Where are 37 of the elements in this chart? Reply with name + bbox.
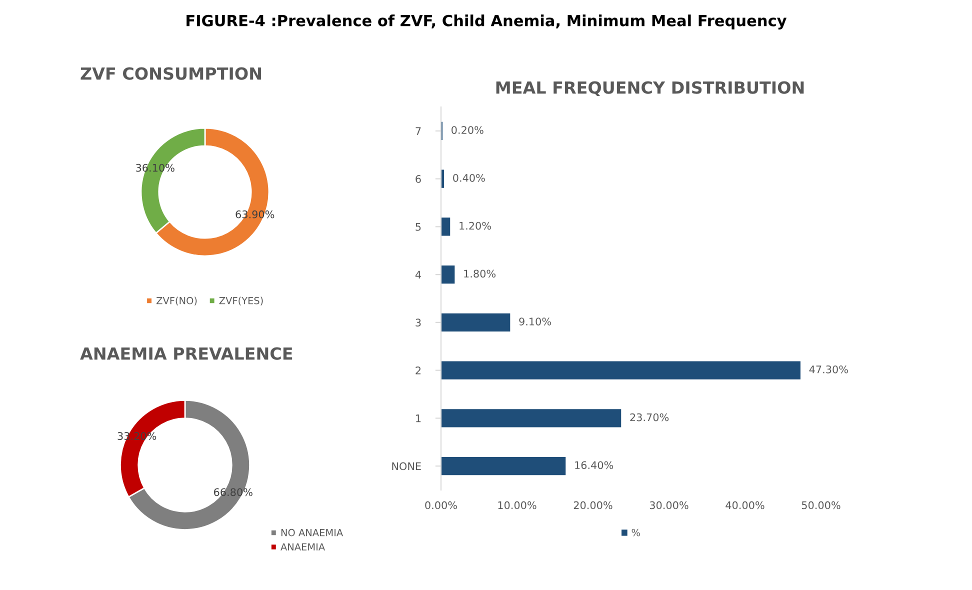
- bar: [441, 265, 455, 284]
- text: FIGURE-4 :Prevalence of ZVF, Child Anemia, Minimum Meal Frequency: [186, 14, 787, 30]
- data-label: 0.40%: [453, 174, 485, 182]
- x-tick-label: 20.00%: [574, 501, 612, 510]
- data-label: 47.30%: [809, 365, 848, 374]
- bar: [441, 218, 450, 236]
- data-label: 0.20%: [452, 126, 484, 134]
- legend-label: ZVF(YES): [219, 296, 263, 306]
- chart-title: ANAEMIA PREVALENCE: [80, 347, 292, 360]
- y-tick-label: 4: [415, 270, 421, 279]
- data-label: 1.80%: [464, 270, 496, 278]
- y-tick-label: 1: [416, 414, 421, 422]
- bar: [441, 361, 800, 380]
- data-label: 1.20%: [460, 222, 491, 230]
- y-tick-label: 3: [416, 318, 421, 327]
- legend-label: NO ANAEMIA: [281, 528, 344, 536]
- legend-label: ZVF(NO): [156, 296, 197, 306]
- x-tick-label: 0.00%: [425, 501, 457, 510]
- chart-title: MEAL FREQUENCY DISTRIBUTION: [496, 81, 804, 96]
- data-label: 23.70%: [630, 413, 669, 422]
- legend-label: %: [632, 528, 640, 536]
- y-tick-label: NONE: [392, 462, 421, 470]
- y-tick-label: 2: [416, 366, 421, 374]
- data-label: 16.40%: [575, 461, 614, 470]
- bar: [441, 409, 622, 428]
- y-tick-label: 7: [416, 127, 421, 135]
- data-label: 9.10%: [519, 318, 552, 326]
- x-tick-label: 50.00%: [802, 501, 840, 510]
- y-tick-label: 5: [416, 223, 421, 231]
- chart-title: ZVF CONSUMPTION: [80, 67, 262, 80]
- x-tick-label: 40.00%: [726, 501, 764, 510]
- bar: [441, 456, 566, 476]
- legend-label: ANAEMIA: [280, 543, 326, 550]
- y-tick-label: 6: [416, 175, 421, 183]
- x-tick-label: 10.00%: [498, 501, 536, 510]
- bar: [441, 313, 510, 332]
- x-tick-label: 30.00%: [650, 501, 688, 510]
